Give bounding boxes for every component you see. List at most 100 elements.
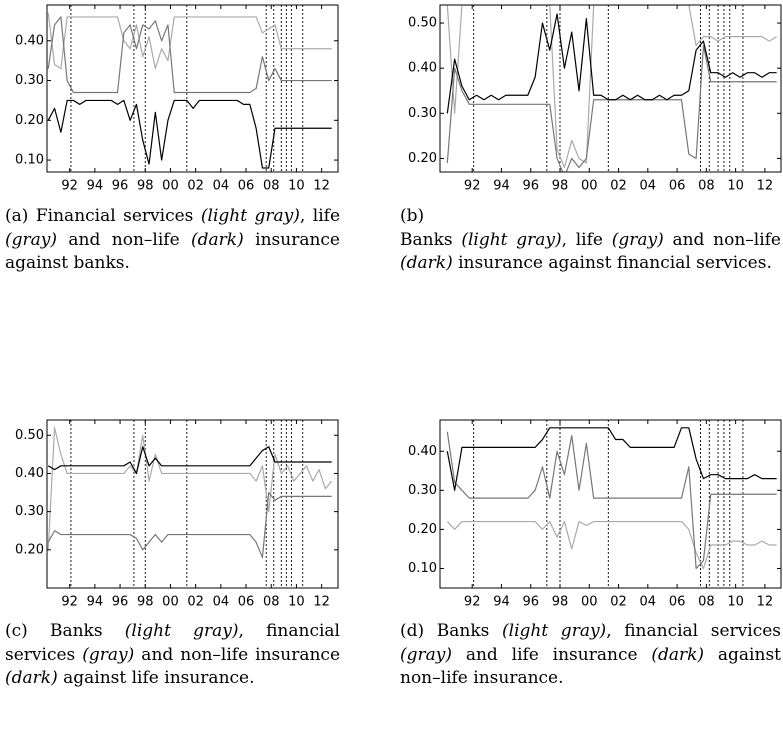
y-tick-label: 0.20: [15, 542, 44, 557]
panel-label: (d): [400, 621, 425, 641]
x-tick-label: 96: [522, 179, 539, 194]
caption-text: and non–life: [663, 229, 781, 250]
x-tick-label: 06: [669, 179, 686, 194]
caption-italic: (light gray): [124, 621, 239, 641]
caption-text: and non–life insurance: [134, 644, 341, 665]
caption-text: insurance against financial services.: [452, 253, 772, 273]
y-tick-label: 0.30: [408, 106, 437, 121]
caption-text: , financial services: [606, 621, 781, 641]
caption-italic: (light gray): [502, 621, 607, 641]
x-tick-label: 00: [581, 179, 598, 194]
series-line: [47, 12, 332, 70]
x-tick-label: 92: [464, 595, 481, 610]
y-tick-label: 0.50: [408, 16, 437, 31]
y-tick-label: 0.30: [408, 483, 437, 498]
x-tick-label: 02: [187, 595, 204, 610]
caption-italic: (dark): [191, 229, 244, 250]
x-tick-label: 12: [757, 179, 774, 194]
caption-text: Financial services: [28, 206, 201, 226]
series-line: [47, 99, 332, 169]
plot-area: [47, 420, 333, 588]
y-tick-label: 0.20: [408, 151, 437, 166]
plot-frame: [439, 419, 782, 589]
x-tick-label: 12: [757, 595, 774, 610]
x-tick-label: 06: [669, 595, 686, 610]
y-tick-label: 0.40: [15, 466, 44, 481]
y-tick-label: 0.30: [15, 504, 44, 519]
caption-text: , financial services: [5, 621, 340, 665]
x-tick-label: 94: [87, 595, 104, 610]
series-line: [446, 520, 777, 570]
x-tick-label: 94: [493, 179, 510, 194]
x-tick-label: 02: [610, 595, 627, 610]
caption-italic: (gray): [5, 229, 58, 250]
caption-text: and life insurance: [452, 644, 652, 665]
x-tick-label: 00: [162, 179, 179, 194]
caption-text: Banks: [400, 229, 462, 250]
y-tick-label: 0.50: [15, 428, 44, 443]
y-tick-label: 0.40: [408, 444, 437, 459]
plot-area: [446, 420, 777, 588]
x-tick-label: 08: [698, 179, 715, 194]
x-tick-label: 98: [137, 595, 154, 610]
caption-text: , life: [561, 229, 612, 250]
x-tick-label: 96: [112, 595, 129, 610]
x-tick-label: 92: [61, 179, 78, 194]
caption-italic: (light gray): [200, 206, 300, 226]
x-tick-label: 94: [493, 595, 510, 610]
x-tick-label: 06: [238, 595, 255, 610]
x-tick-label: 04: [213, 595, 230, 610]
caption-italic: (dark): [400, 253, 453, 273]
x-tick-label: 12: [313, 179, 330, 194]
caption-italic: (gray): [611, 229, 664, 250]
x-tick-label: 94: [87, 179, 104, 194]
panel-label: (c): [5, 621, 28, 641]
x-tick-label: 10: [727, 595, 744, 610]
x-tick-label: 02: [187, 179, 204, 194]
x-tick-label: 98: [552, 595, 569, 610]
y-tick-label: 0.40: [15, 33, 44, 48]
y-tick-label: 0.20: [15, 113, 44, 128]
caption-text: insurance against banks.: [5, 229, 340, 274]
caption-italic: (light gray): [461, 229, 562, 250]
series-line: [446, 431, 777, 570]
caption-text: Banks: [424, 621, 503, 641]
series-line: [47, 491, 332, 559]
series-line: [446, 13, 777, 114]
caption: (c) Banks (light gray), financial servic…: [5, 620, 340, 691]
plot-frame: [46, 419, 339, 589]
x-tick-label: 10: [288, 595, 305, 610]
y-tick-label: 0.10: [15, 153, 44, 168]
caption-italic: (dark): [651, 644, 705, 665]
panel-label: (a): [5, 206, 29, 226]
x-tick-label: 04: [213, 179, 230, 194]
x-tick-label: 92: [464, 179, 481, 194]
series-line: [446, 427, 777, 491]
caption: (b) Banks (light gray), life (gray) and n…: [400, 205, 781, 276]
series-line: [446, 45, 777, 172]
caption-text: against non–life insurance.: [400, 644, 781, 689]
y-tick-label: 0.30: [15, 73, 44, 88]
x-tick-label: 06: [238, 179, 255, 194]
x-tick-label: 02: [610, 179, 627, 194]
x-tick-label: 08: [698, 595, 715, 610]
caption-italic: (gray): [400, 644, 453, 665]
x-tick-label: 98: [137, 179, 154, 194]
caption-italic: (gray): [82, 644, 135, 665]
x-tick-label: 96: [522, 595, 539, 610]
caption-text: against life insurance.: [57, 668, 255, 688]
y-tick-label: 0.10: [408, 561, 437, 576]
plot-area: [47, 5, 332, 172]
caption-text: and non–life: [57, 229, 192, 250]
caption-text: Banks: [27, 621, 125, 641]
plot-area: [446, 5, 777, 172]
x-tick-label: 04: [640, 595, 657, 610]
caption: (a) Financial services (light gray), lif…: [5, 205, 340, 276]
series-line: [446, 5, 777, 169]
x-tick-label: 10: [288, 179, 305, 194]
plot-frame: [46, 4, 339, 173]
caption-italic: (dark): [5, 668, 58, 688]
caption-text: , life: [299, 206, 341, 226]
